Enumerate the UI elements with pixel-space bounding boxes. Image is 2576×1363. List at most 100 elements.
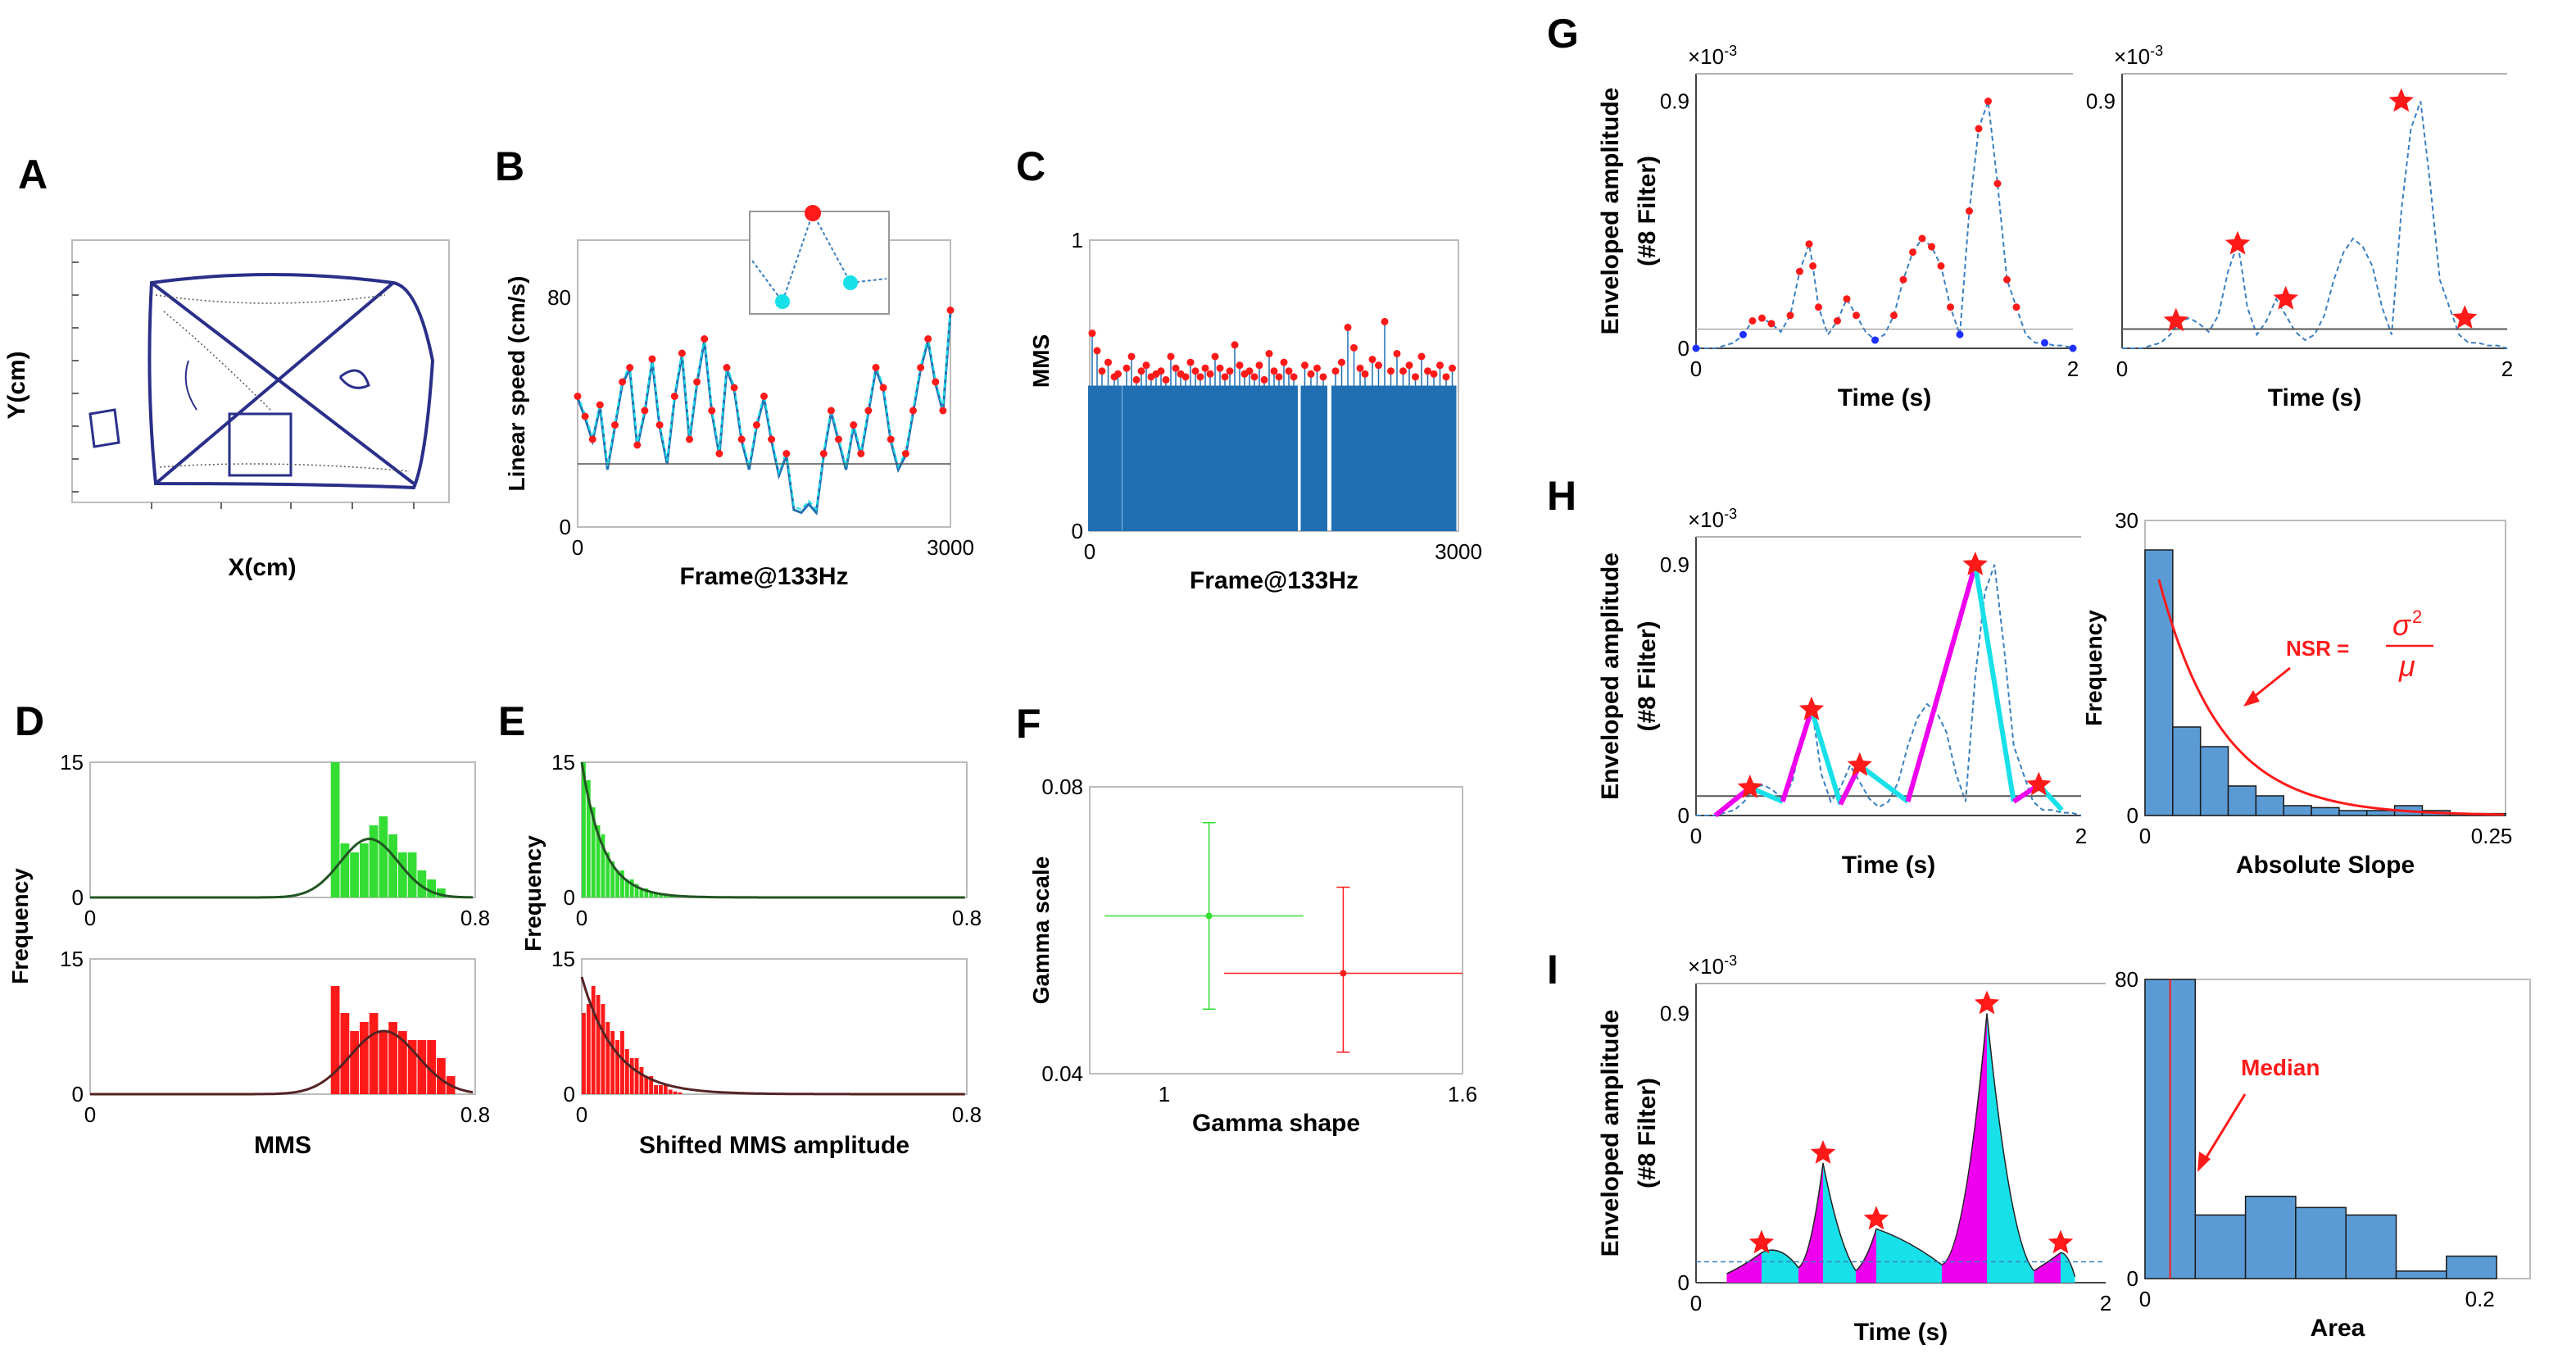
chart-e-bar: [639, 888, 644, 897]
chart-b-peak-point: [887, 435, 895, 443]
chart-i-xtick-label: 2: [2100, 1291, 2111, 1315]
chart-e-bar: [673, 1091, 678, 1094]
chart-f: 1 1.6 0.04 0.08 Gamma shape Gamma scale: [1028, 775, 1477, 1137]
chart-b-peak-point: [872, 364, 880, 371]
chart-e-bar: [663, 894, 668, 897]
chart-c-bar: [1167, 385, 1175, 531]
chart-h2-bar: [2227, 785, 2257, 816]
chart-d-bar: [398, 1031, 407, 1094]
chart-b-peak-point: [932, 378, 940, 386]
chart-i2-xlabel: Area: [2311, 1315, 2365, 1342]
chart-c-point: [1344, 324, 1352, 331]
chart-d2-xtick-label: 0: [84, 1102, 96, 1127]
chart-g: 0 2 0 0.9 Time (s) ×10-3 Enveloped amplitude (#…: [1597, 43, 2079, 411]
chart-c-bar: [1399, 385, 1408, 531]
chart-c-bar: [1172, 385, 1180, 531]
chart-c-bar: [1361, 385, 1369, 531]
chart-c-point: [1196, 373, 1204, 381]
chart-h-fall-slope: [1857, 763, 1910, 804]
chart-g-peak-point: [1909, 248, 1916, 257]
panel-a-trajectory: Y(cm) X(cm): [3, 239, 450, 581]
chart-e-bar: [601, 834, 605, 897]
chart-e2-ytick-label: 0: [564, 1082, 575, 1106]
chart-c-bar: [1255, 385, 1263, 531]
chart-g2: 0 2 0.9 Time (s) ×10-3: [2086, 43, 2513, 411]
chart-c-bar: [1196, 385, 1204, 531]
chart-g2-peak-star: [2163, 307, 2188, 332]
chart-d2-xlabel: MMS: [254, 1132, 311, 1159]
chart-i-fall-area: [1987, 1013, 2034, 1283]
chart-d1-ytick-label: 15: [60, 750, 84, 775]
panel-a-ylabel: Y(cm): [3, 351, 30, 419]
chart-c-point: [1307, 370, 1315, 378]
chart-g-peak-point: [1937, 262, 1945, 270]
chart-d-fit-curve: [90, 837, 474, 899]
chart-c-bar: [1368, 385, 1376, 531]
chart-c-bar: [1337, 385, 1346, 531]
chart-d-bar: [369, 825, 379, 897]
chart-e-bar: [634, 1058, 639, 1094]
chart-i-peak-star: [1863, 1206, 1889, 1230]
chart-d-bar: [417, 870, 427, 897]
chart-c-bar: [1411, 385, 1420, 531]
chart-d-bar: [417, 1040, 427, 1094]
chart-c-bar: [1157, 385, 1165, 531]
chart-h-xlabel: Time (s): [1842, 852, 1935, 879]
chart-i-rise-area: [1726, 1252, 1762, 1283]
chart-h-fall-slope: [1809, 708, 1844, 806]
chart-g-ytick-label: 0.9: [1660, 89, 1689, 114]
chart-g-peak-point: [1786, 311, 1794, 320]
chart-d-ylabel: Frequency: [7, 868, 33, 984]
panel-letter-b: B: [495, 143, 524, 189]
chart-d-fit-curve: [90, 1029, 474, 1096]
chart-c-bar: [1206, 385, 1214, 531]
chart-d-bar: [379, 816, 388, 897]
chart-b-peak-point: [611, 421, 619, 429]
chart-h2-xtick-label: 0.25: [2471, 824, 2513, 848]
panel-letter-g: G: [1547, 11, 1579, 57]
chart-i2-xtick-label: 0.2: [2465, 1287, 2495, 1311]
chart-g2-ytick-label: 0.9: [2086, 89, 2116, 114]
chart-i-peak-star: [1810, 1140, 1836, 1164]
chart-b-peak-point: [574, 393, 582, 400]
chart-e-bar: [610, 861, 615, 897]
chart-c-bar: [1313, 385, 1322, 531]
chart-b-peak-point: [901, 450, 909, 457]
chart-c-bar: [1381, 385, 1389, 531]
chart-i-fall-area: [1823, 1163, 1856, 1283]
chart-c-bar: [1430, 385, 1438, 531]
chart-h-peak-star: [1847, 752, 1872, 776]
chart-b-peak-point: [924, 335, 932, 343]
chart-e-bar: [605, 1022, 610, 1094]
chart-c-point: [1114, 370, 1122, 378]
chart-c-point: [1290, 373, 1298, 381]
chart-c-bar: [1211, 385, 1219, 531]
chart-e-bar: [620, 870, 624, 897]
panel-a-xticks: [151, 502, 415, 509]
chart-c-point: [1375, 361, 1382, 370]
chart-g-peak-point: [1899, 275, 1907, 284]
chart-g-peak-point: [1815, 303, 1822, 311]
chart-i2-ytick-label: 80: [2115, 967, 2138, 992]
chart-g-exponent-power: -3: [1724, 43, 1737, 59]
chart-g-peak-point: [1853, 311, 1860, 320]
chart-b-peak-point: [648, 355, 656, 363]
chart-d-bar: [360, 1022, 369, 1094]
chart-c-bar: [1349, 385, 1358, 531]
chart-c-bar: [1162, 385, 1170, 531]
chart-h2-nsr-label: NSR =: [2286, 636, 2349, 661]
chart-c-bar: [1245, 385, 1254, 531]
chart-e-bar: [668, 1089, 673, 1094]
chart-c-bar: [1319, 385, 1327, 531]
chart-c-point: [1186, 358, 1195, 366]
chart-c-bar: [1226, 385, 1234, 531]
chart-i-exponent-power: -3: [1724, 952, 1737, 969]
chart-h2-bar: [2172, 726, 2202, 816]
chart-c-point: [1132, 375, 1141, 384]
chart-h2-arrow-head: [2243, 690, 2260, 706]
chart-e-bar: [582, 762, 586, 897]
chart-c-point: [1206, 370, 1214, 378]
chart-b-peak-point: [850, 421, 858, 429]
chart-b-peak-point: [730, 384, 738, 392]
chart-d-bar: [350, 1031, 359, 1094]
